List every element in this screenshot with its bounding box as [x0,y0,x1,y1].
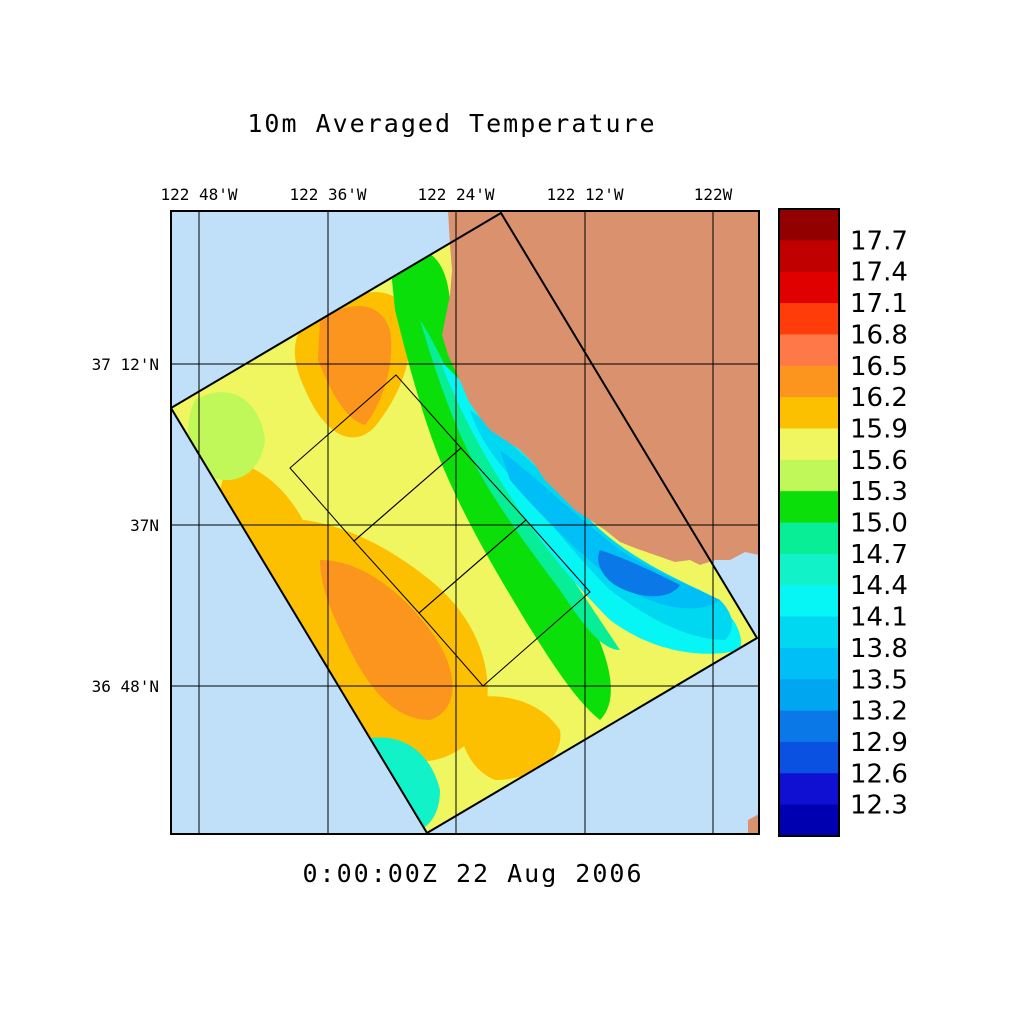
colorbar-swatch [779,365,839,398]
colorbar-swatch [779,459,839,492]
colorbar-label: 16.8 [850,320,908,350]
colorbar-label: 15.6 [850,446,908,476]
land-area [442,211,759,565]
colorbar-label: 16.5 [850,352,908,382]
colorbar-label: 17.7 [850,226,908,256]
graticule [171,211,759,834]
colorbar-swatch [779,804,839,837]
colorbar-swatch [779,616,839,649]
colorbar-label: 14.7 [850,540,908,570]
temp-region-16-2 [459,696,561,780]
lon-tick-label: 122 12'W [546,185,623,204]
temp-region-15-3 [188,392,265,480]
colorbar-label: 17.4 [850,258,908,288]
map-border [170,210,760,835]
colorbar-label: 13.5 [850,665,908,695]
colorbar-swatch [779,647,839,680]
colorbar-label: 13.2 [850,697,908,727]
lon-tick-label: 122 48'W [160,185,237,204]
lat-tick-label: 37 12'N [92,355,159,374]
colorbar-border [778,208,840,837]
colorbar-label: 15.9 [850,414,908,444]
colorbar-label: 12.3 [850,791,908,821]
colorbar-swatch [779,397,839,429]
colorbar-swatch [779,428,839,461]
temp-region-16-5 [320,560,453,720]
colorbar-label: 13.8 [850,634,908,664]
colorbar-label: 14.1 [850,603,908,633]
timestamp: 0:00:00Z 22 Aug 2006 [302,859,643,888]
colorbar-swatch [779,585,839,618]
lon-tick-label: 122 24'W [417,185,494,204]
temperature-field [171,213,757,833]
colorbar-labels: 17.717.417.116.816.516.215.915.615.315.0… [850,226,908,820]
colorbar-label: 12.6 [850,759,908,789]
colorbar-swatch [779,741,839,774]
colorbar: 17.717.417.116.816.516.215.915.615.315.0… [778,208,908,837]
lon-tick-label: 122W [694,185,733,204]
colorbar-swatch [779,710,839,743]
colorbar-swatch [779,240,839,273]
colorbar-swatch [779,773,839,806]
colorbar-swatch [779,553,839,586]
model-domain-outline [171,211,759,834]
colorbar-swatches [779,209,839,837]
colorbar-label: 16.2 [850,383,908,413]
lat-tick-label: 37N [130,516,159,535]
colorbar-swatch [779,334,839,367]
colorbar-label: 14.4 [850,571,908,601]
colorbar-label: 15.3 [850,477,908,507]
map-title: 10m Averaged Temperature [247,109,656,138]
colorbar-label: 17.1 [850,289,908,319]
colorbar-swatch [779,209,839,241]
map-frame [170,210,760,835]
colorbar-label: 15.0 [850,509,908,539]
colorbar-swatch [779,679,839,712]
colorbar-swatch [779,491,839,523]
colorbar-swatch [779,522,839,555]
colorbar-swatch [779,303,839,335]
colorbar-label: 12.9 [850,728,908,758]
subdomain-outline [418,519,591,687]
lon-tick-label: 122 36'W [289,185,366,204]
lat-tick-label: 36 48'N [92,677,159,696]
colorbar-swatch [779,271,839,304]
land-island [748,814,759,834]
temp-region-12-9 [598,550,680,597]
